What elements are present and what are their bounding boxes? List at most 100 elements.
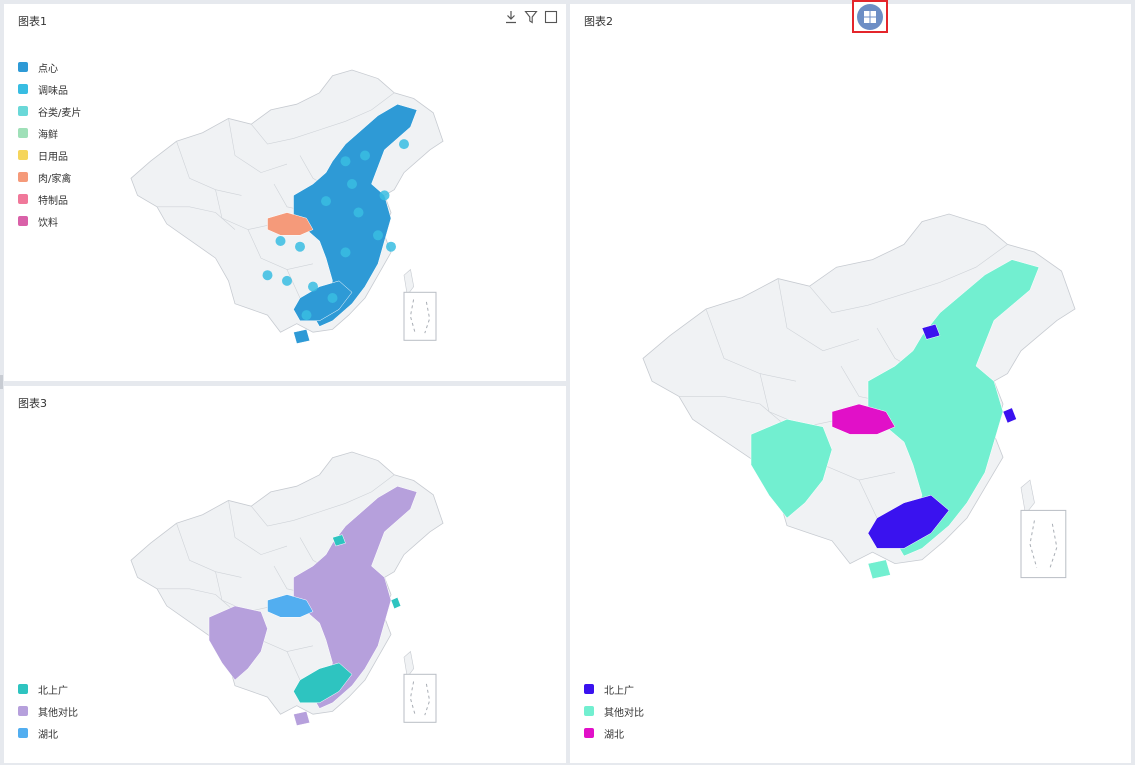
splitter-handle[interactable] <box>0 375 3 389</box>
region-hainan <box>294 329 310 343</box>
region-guangdong <box>868 495 949 548</box>
legend-item[interactable]: 北上广 <box>584 678 644 700</box>
region-hubei <box>832 404 895 434</box>
map-group <box>643 214 1075 579</box>
map-point[interactable] <box>399 139 409 150</box>
region-beijing <box>922 324 940 339</box>
map-group <box>131 452 443 726</box>
legend-label: 特制品 <box>38 195 68 207</box>
region-hubei <box>268 595 314 618</box>
legend-swatch <box>584 728 594 738</box>
map-point[interactable] <box>340 247 351 258</box>
map-point[interactable] <box>321 196 331 207</box>
legend-item[interactable]: 海鲜 <box>18 122 81 144</box>
taiwan-region <box>1021 480 1035 514</box>
grid-layout-icon <box>857 3 883 30</box>
download-icon[interactable] <box>504 10 518 24</box>
nine-dash-line <box>1029 520 1058 568</box>
legend-swatch <box>18 106 28 116</box>
south-china-sea-inset <box>1020 509 1067 579</box>
legend-item[interactable]: 点心 <box>18 56 81 78</box>
map-point[interactable] <box>340 156 351 167</box>
region-shanghai <box>391 597 401 608</box>
china-map <box>4 4 566 381</box>
province-border <box>229 500 288 554</box>
province-border <box>157 207 235 230</box>
taiwan-region <box>404 270 414 296</box>
province-border <box>157 589 235 612</box>
legend-label: 肉/家禽 <box>38 173 72 185</box>
region-guangdong <box>294 663 353 703</box>
legend: 北上广其他对比 湖北 <box>584 678 644 744</box>
legend-label: 点心 <box>38 63 58 75</box>
legend-label: 湖北 <box>38 729 58 741</box>
region-beijing <box>333 535 346 546</box>
province-border <box>706 309 796 381</box>
legend-label: 日用品 <box>38 151 68 163</box>
legend: 北上广其他对比湖北 <box>18 678 78 744</box>
map-point[interactable] <box>360 150 370 161</box>
legend-item[interactable]: 湖北 <box>18 722 78 744</box>
legend-item[interactable]: 日用品 <box>18 144 81 166</box>
legend-swatch <box>18 150 28 160</box>
legend-item[interactable]: 其他对比 <box>18 700 78 722</box>
taiwan-region <box>404 652 414 678</box>
province-border <box>177 141 242 195</box>
legend-item[interactable]: 饮料 <box>18 210 81 232</box>
province-border <box>216 190 275 230</box>
map-point[interactable] <box>262 270 273 281</box>
legend-item[interactable]: 特制品 <box>18 188 81 210</box>
panel-title: 图表3 <box>18 397 47 410</box>
region-southwest <box>751 419 832 518</box>
province-border <box>251 124 319 144</box>
region-hubei <box>268 213 314 236</box>
legend-item[interactable]: 调味品 <box>18 78 81 100</box>
panel-title: 图表1 <box>18 15 47 28</box>
province-border <box>679 396 787 426</box>
chart-panel-1: 图表1 点心调味品谷类/麦片海鲜日用品肉/家禽特制品饮料 <box>4 4 566 381</box>
map-point[interactable] <box>275 236 286 246</box>
region-hainan <box>294 711 310 725</box>
map-point[interactable] <box>295 241 305 252</box>
legend-label: 其他对比 <box>38 707 78 719</box>
legend-swatch <box>584 706 594 716</box>
province-border <box>251 506 319 526</box>
legend-swatch <box>584 684 594 694</box>
legend-swatch <box>18 172 28 182</box>
province-border <box>248 230 313 270</box>
map-point[interactable] <box>347 179 357 189</box>
legend: 点心调味品谷类/麦片海鲜日用品肉/家禽特制品饮料 <box>18 56 81 232</box>
maximize-icon[interactable] <box>544 10 558 24</box>
legend-label: 海鲜 <box>38 129 58 141</box>
legend-swatch <box>18 128 28 138</box>
map-point[interactable] <box>379 190 390 201</box>
region-southwest <box>209 606 268 680</box>
legend-swatch <box>18 216 28 226</box>
map-point[interactable] <box>327 293 338 303</box>
legend-label: 调味品 <box>38 85 68 97</box>
filter-icon[interactable] <box>524 10 538 24</box>
panel-toolbar <box>504 10 558 24</box>
china-map <box>570 4 1131 763</box>
province-border <box>177 523 242 577</box>
map-point[interactable] <box>373 230 383 241</box>
province-border <box>229 118 288 172</box>
legend-item[interactable]: 肉/家禽 <box>18 166 81 188</box>
region-hainan <box>868 560 891 579</box>
legend-item[interactable]: 其他对比 <box>584 700 644 722</box>
map-point[interactable] <box>301 310 312 321</box>
map-point[interactable] <box>282 275 292 286</box>
panel-title: 图表2 <box>584 15 613 28</box>
map-point[interactable] <box>353 207 364 218</box>
china-map <box>4 386 566 763</box>
legend-item[interactable]: 湖北 <box>584 722 644 744</box>
layout-toggle-button[interactable] <box>852 0 888 33</box>
map-point[interactable] <box>308 281 318 292</box>
legend-item[interactable]: 北上广 <box>18 678 78 700</box>
map-point[interactable] <box>386 241 396 252</box>
legend-label: 北上广 <box>604 685 634 697</box>
province-border <box>904 244 1008 293</box>
legend-swatch <box>18 194 28 204</box>
legend-item[interactable]: 谷类/麦片 <box>18 100 81 122</box>
legend-swatch <box>18 84 28 94</box>
